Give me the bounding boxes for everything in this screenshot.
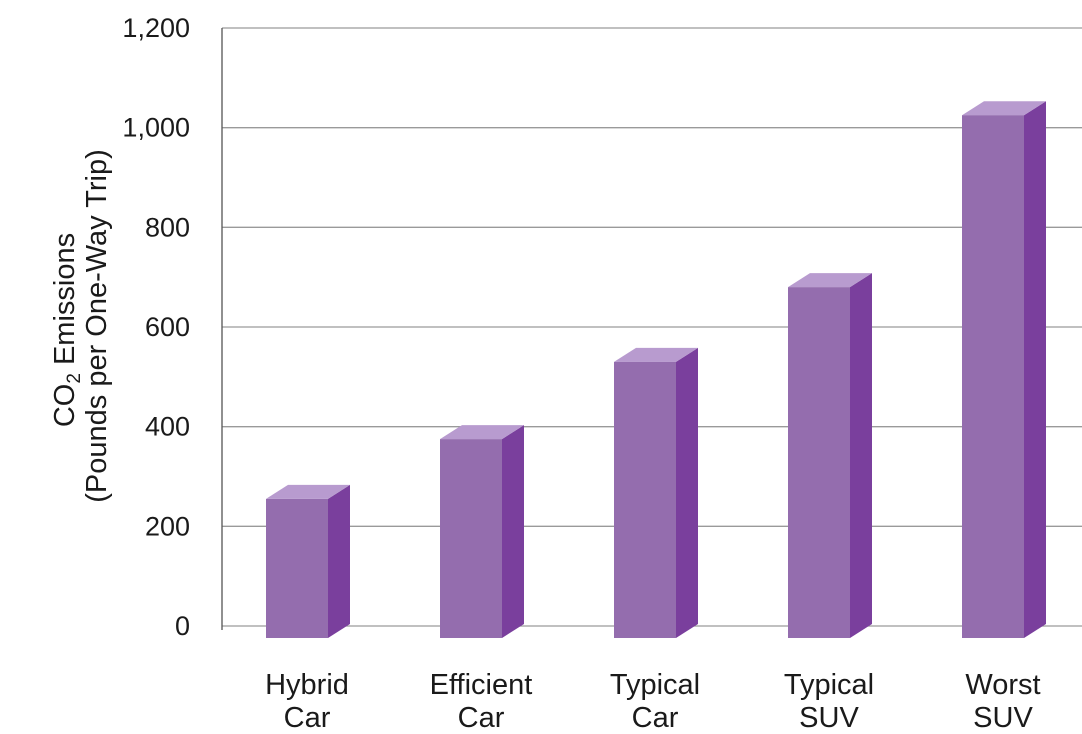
y-axis-title-line2: (Pounds per One-Way Trip) bbox=[81, 149, 113, 503]
bar-front bbox=[788, 287, 850, 638]
bar-front bbox=[962, 115, 1024, 639]
bar-top bbox=[962, 101, 1046, 116]
y-tick-label: 600 bbox=[145, 312, 190, 342]
x-category-label-line: Efficient bbox=[430, 669, 533, 701]
bar bbox=[614, 347, 698, 638]
x-category-label-line: Typical bbox=[784, 669, 874, 701]
bar-front bbox=[440, 439, 502, 638]
bar-front bbox=[614, 361, 676, 638]
y-axis-title: CO2 Emissions (Pounds per One-Way Trip) bbox=[49, 149, 113, 503]
bar-top bbox=[614, 347, 698, 362]
y-tick-label: 800 bbox=[145, 212, 190, 242]
bar-top bbox=[266, 484, 350, 499]
x-category-label: Typical SUV bbox=[784, 669, 874, 734]
x-category-label-line: Worst bbox=[965, 669, 1040, 701]
bar-side bbox=[502, 425, 524, 638]
x-category-label-line: Hybrid bbox=[265, 669, 349, 701]
x-category-label-line: SUV bbox=[799, 702, 859, 734]
y-tick-label: 1,200 bbox=[122, 13, 190, 43]
y-tick-label: 0 bbox=[175, 611, 190, 641]
x-category-label-line: SUV bbox=[973, 702, 1033, 734]
bar-top bbox=[788, 273, 872, 288]
y-tick-label: 1,000 bbox=[122, 113, 190, 143]
bar-top bbox=[440, 425, 524, 440]
bar-front bbox=[266, 498, 328, 638]
x-category-label-line: Car bbox=[458, 702, 505, 734]
x-category-label: Typical Car bbox=[610, 669, 700, 734]
y-axis-title-co: CO bbox=[49, 384, 81, 428]
x-category-label: Hybrid Car bbox=[265, 669, 349, 734]
bar-side bbox=[676, 347, 698, 638]
bar bbox=[440, 425, 524, 638]
y-axis-title-emissions: Emissions bbox=[49, 233, 81, 373]
x-category-label: Worst SUV bbox=[965, 669, 1040, 734]
y-axis-ticks: 0 200 400 600 800 1,000 1,200 bbox=[122, 13, 190, 641]
bar bbox=[788, 273, 872, 638]
y-tick-label: 200 bbox=[145, 511, 190, 541]
x-category-label-line: Typical bbox=[610, 669, 700, 701]
bar-side bbox=[1024, 101, 1046, 639]
bars bbox=[266, 101, 1046, 639]
x-category-label-line: Car bbox=[632, 702, 679, 734]
y-axis-title-subscript: 2 bbox=[64, 373, 85, 384]
bar-side bbox=[850, 273, 872, 638]
bar bbox=[962, 101, 1046, 639]
x-category-label: Efficient Car bbox=[430, 669, 533, 734]
bar bbox=[266, 484, 350, 638]
bar-side bbox=[328, 484, 350, 638]
x-category-label-line: Car bbox=[284, 702, 331, 734]
y-tick-label: 400 bbox=[145, 412, 190, 442]
y-axis-title-line1: CO2 Emissions bbox=[49, 225, 85, 427]
